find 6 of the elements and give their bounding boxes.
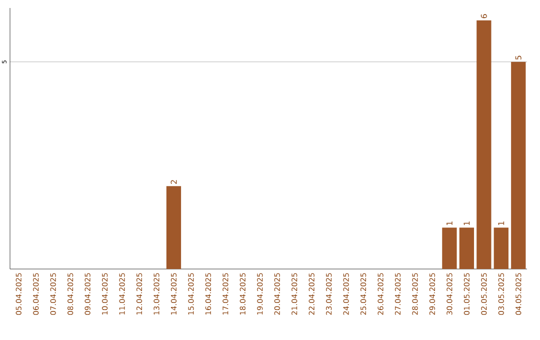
- bar: [511, 62, 526, 269]
- bar: [476, 20, 492, 269]
- bar: [166, 186, 182, 269]
- bar: [494, 228, 508, 269]
- bar: [459, 228, 474, 269]
- bar: [442, 228, 457, 269]
